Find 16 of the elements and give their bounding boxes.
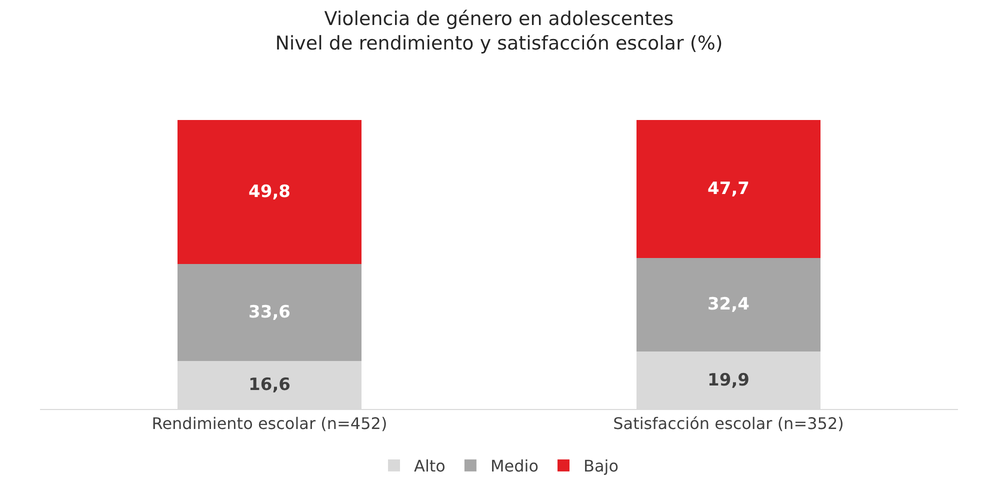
legend-label: Alto [414,456,446,476]
data-label: 16,6 [248,375,290,396]
x-tick-label: Rendimiento escolar (n=452) [152,414,388,434]
legend-label: Medio [490,456,538,476]
data-label: 19,9 [708,370,750,390]
data-label: 47,7 [708,179,750,200]
data-label: 49,8 [248,182,290,202]
x-tick-label: Satisfacción escolar (n=352) [613,414,844,434]
legend-label: Bajo [584,456,619,476]
chart-title: Violencia de género en adolescentes Nivel de rendimiento y satisfacción escolar (%) [275,8,723,55]
bar [636,258,820,352]
data-label: 32,4 [707,294,750,315]
bar [636,120,820,258]
bar [178,264,362,362]
bar [178,120,362,264]
data-label: 33,6 [248,302,290,323]
